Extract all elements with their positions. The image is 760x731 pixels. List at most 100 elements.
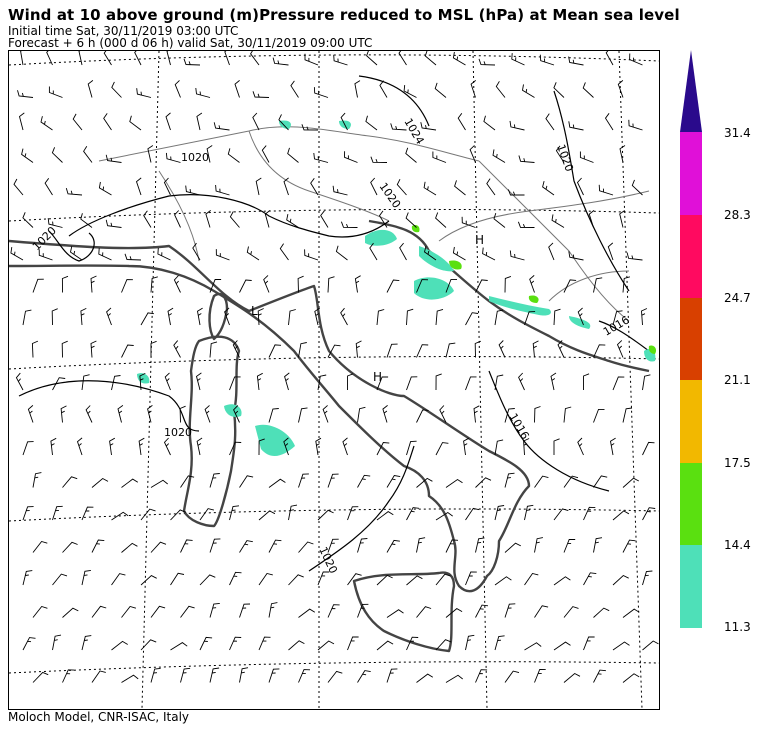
wind-barb [98,248,112,261]
wind-barb [622,673,640,683]
wind-barb [340,112,348,131]
wind-barb [124,253,142,261]
wind-barb [27,405,34,423]
wind-barb [445,539,459,553]
wind-barb [386,609,404,618]
wind-barb [622,477,640,488]
wind-barb [509,120,525,131]
wind-barb [60,405,67,423]
wind-barb [357,538,368,553]
high-pressure-marker: H [475,233,484,247]
colorbar [680,50,702,628]
wind-barb [199,508,215,521]
wind-barb [317,509,334,521]
wind-barb [283,437,289,456]
wind-barb [398,51,407,66]
wind-barb [261,145,270,163]
wind-barb [347,636,359,651]
wind-barb [642,374,651,391]
wind-barb [553,82,565,98]
wind-barb [423,245,437,261]
wind-barb [46,51,53,66]
wind-barb [246,246,260,261]
wind-barb [147,145,154,163]
isobar-line [488,370,610,492]
wind-barb [416,537,426,553]
wind-barb [445,674,463,683]
wind-barb [588,210,595,228]
wind-barb [357,406,366,423]
wind-barb [486,178,496,196]
wind-barb [593,537,603,553]
wind-barb [335,245,348,261]
wind-barb [87,80,94,98]
wind-barb [532,340,539,358]
wind-barb [435,573,451,586]
wind-barb [170,642,188,651]
wind-barb [239,279,252,293]
wind-barb [232,340,240,358]
wind-barb [13,178,24,196]
wind-barb [91,605,107,618]
wind-barb [416,673,434,683]
wind-barb [121,478,139,488]
wind-barb [386,279,400,293]
wind-barb [258,572,273,586]
wind-barb [213,122,230,131]
wind-barb [593,344,606,358]
wind-barb [619,145,626,163]
wind-barb [140,312,154,326]
wind-barb [327,276,335,293]
wind-barb [31,340,39,358]
wind-barb [229,211,240,228]
wind-barb [545,113,555,131]
wind-barb [239,540,253,553]
wind-barbs [10,51,659,683]
wind-barb [617,80,624,98]
wind-barb [465,571,477,586]
wind-barb [612,376,625,391]
wind-barb [239,475,254,488]
pressure-centers: H H L [251,233,484,384]
wind-barb [286,214,299,228]
wind-barb [355,340,362,358]
wind-barb [298,669,311,683]
wind-shade-11 [419,246,454,272]
wind-barb [61,340,68,358]
wind-barb [32,472,42,488]
wind-barb [283,177,289,196]
wind-barb [593,669,606,683]
wind-barb [416,477,433,488]
wind-barb [504,603,516,618]
wind-barb [150,276,158,293]
wind-barb [22,212,34,228]
wind-barb [91,670,106,683]
wind-barb [22,637,36,651]
wind-barb [475,604,489,618]
wind-barb [322,405,329,423]
wind-barb [504,670,520,683]
wind-barb [164,372,171,391]
wind-barb [229,441,242,456]
wind-barb [15,372,24,391]
wind-shade-14 [648,345,657,354]
wind-shade-11 [414,277,454,300]
wind-barb [518,372,525,391]
wind-barb [72,113,83,131]
graticule-meridian [472,51,488,709]
wind-barb [170,509,186,521]
isobar-label: 1020 [554,143,576,174]
wind-barb [22,309,32,326]
wind-barb [327,473,339,488]
wind-barb [518,155,535,163]
wind-barb [344,151,358,163]
wind-barb [135,177,142,196]
wind-barb [494,505,505,521]
wind-barb [163,177,171,196]
wind-barb [434,82,447,98]
wind-barb [288,504,298,521]
wind-barb [376,574,393,586]
isobar-label: 1020 [181,151,209,164]
wind-barb [445,478,463,488]
wind-barb [81,506,94,521]
